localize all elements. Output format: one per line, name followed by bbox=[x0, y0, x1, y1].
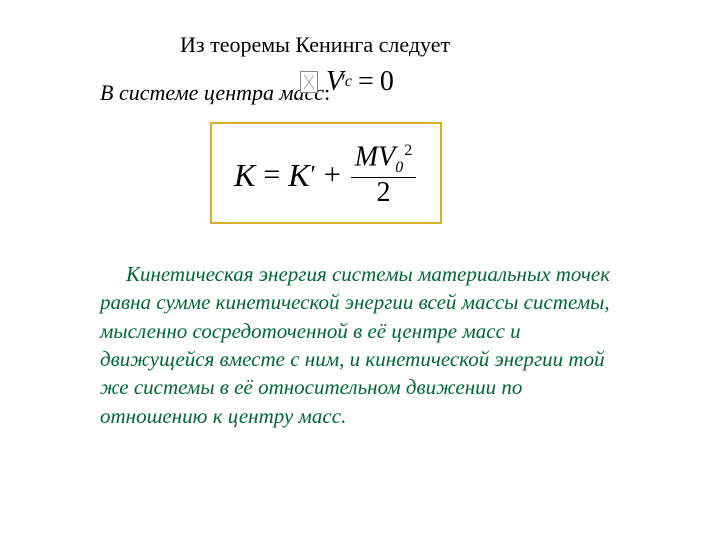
eq-zero: 0 bbox=[380, 66, 394, 98]
eq-sub-c: c bbox=[345, 73, 352, 91]
eq-equals: = bbox=[358, 66, 374, 98]
inline-equation-text: V′c = 0 bbox=[326, 66, 394, 98]
eq-sup-2: 2 bbox=[404, 142, 412, 159]
boxed-equation: K = K′ + MV02 2 bbox=[210, 122, 442, 224]
eq-denominator: 2 bbox=[373, 178, 395, 209]
eq-M: M bbox=[355, 141, 378, 172]
eq-K-rhs: K bbox=[288, 157, 309, 194]
eq-V-frac: V bbox=[378, 141, 395, 172]
eq-numerator: MV02 bbox=[351, 142, 416, 178]
main-equation: K = K′ + MV02 2 bbox=[234, 142, 418, 208]
slide-title: Из теоремы Кенинга следует bbox=[180, 32, 450, 58]
eq-K-lhs: K bbox=[234, 157, 255, 194]
eq-plus: + bbox=[324, 158, 341, 192]
eq-prime-main: ′ bbox=[311, 162, 316, 189]
eq-equals-main: = bbox=[263, 158, 280, 192]
eq-sub-0: 0 bbox=[395, 159, 403, 176]
inline-equation: V′c = 0 bbox=[300, 66, 394, 98]
subtitle-text: В системе центра масс bbox=[100, 80, 324, 105]
subtitle: В системе центра масс: bbox=[100, 80, 330, 106]
eq-fraction: MV02 2 bbox=[351, 142, 416, 208]
broken-image-icon bbox=[300, 71, 318, 93]
explanation-paragraph: Кинетическая энергия системы материальны… bbox=[100, 260, 630, 430]
